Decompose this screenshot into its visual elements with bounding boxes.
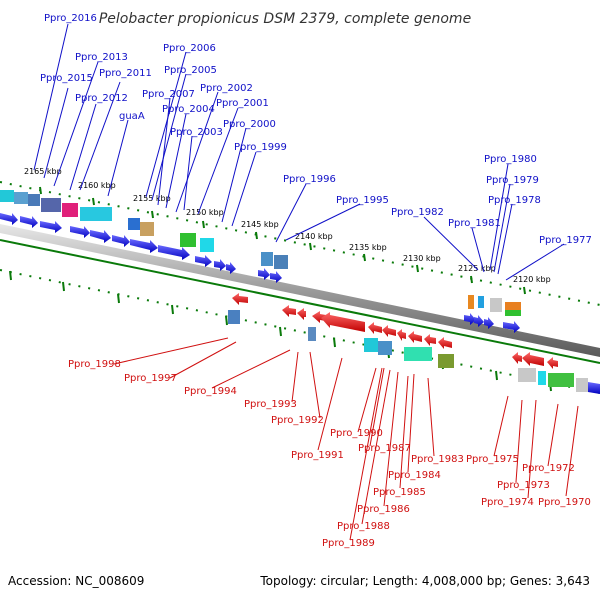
gene-label: Ppro_1978 <box>488 195 541 206</box>
gene-label: Ppro_2003 <box>170 127 223 138</box>
kbp-label: 2145 kbp <box>241 220 279 229</box>
kbp-label: 2140 kbp <box>295 232 333 241</box>
gene-label: guaA <box>119 111 145 122</box>
gene-label: Ppro_1977 <box>539 235 592 246</box>
kbp-label: 2155 kbp <box>133 194 171 203</box>
reverse-genes <box>232 293 558 369</box>
forward-genes <box>0 213 600 394</box>
annotation-boxes-lower <box>228 310 588 392</box>
gene-label: Ppro_2004 <box>162 104 215 115</box>
gene-label: Ppro_1983 <box>411 454 464 465</box>
gene-label: Ppro_2011 <box>99 68 152 79</box>
gene-label: Ppro_1991 <box>291 450 344 461</box>
gene-label: Ppro_2015 <box>40 73 93 84</box>
gene-label: Ppro_1992 <box>271 415 324 426</box>
gene-label: Ppro_2002 <box>200 83 253 94</box>
gene-label: Ppro_1973 <box>497 480 550 491</box>
accession-text: Accession: NC_008609 <box>8 574 144 588</box>
gene-label: Ppro_1994 <box>184 386 237 397</box>
gene-label: Ppro_2007 <box>142 89 195 100</box>
top-gene-labels: Ppro_2016 Ppro_2013 Ppro_2015 Ppro_2011 … <box>40 13 592 246</box>
gene-label: Ppro_2016 <box>44 13 97 24</box>
gene-label: Ppro_2001 <box>216 98 269 109</box>
bottom-leader-lines <box>113 337 579 541</box>
top-leader-lines <box>33 23 565 281</box>
kbp-label: 2150 kbp <box>186 208 224 217</box>
gene-label: Ppro_1996 <box>283 174 336 185</box>
kbp-label: 2160 kbp <box>78 181 116 190</box>
gene-label: Ppro_1987 <box>358 443 411 454</box>
gene-label: Ppro_1979 <box>486 175 539 186</box>
kbp-label: 2120 kbp <box>513 275 551 284</box>
gene-label: Ppro_1972 <box>522 463 575 474</box>
gene-label: Ppro_1990 <box>330 428 383 439</box>
page-title: Pelobacter propionicus DSM 2379, complet… <box>99 11 471 27</box>
gene-label: Ppro_1997 <box>124 373 177 384</box>
gene-label: Ppro_1999 <box>234 142 287 153</box>
gene-label: Ppro_1974 <box>481 497 534 508</box>
gene-label: Ppro_1980 <box>484 154 537 165</box>
topology-text: Topology: circular; Length: 4,008,000 bp… <box>259 574 590 588</box>
gene-label: Ppro_1970 <box>538 497 591 508</box>
gene-label: Ppro_1975 <box>466 454 519 465</box>
upper-dotted-track <box>0 181 600 364</box>
gene-label: Ppro_1988 <box>337 521 390 532</box>
gene-label: Ppro_2012 <box>75 93 128 104</box>
gene-label: Ppro_1982 <box>391 207 444 218</box>
gene-label: Ppro_1989 <box>322 538 375 549</box>
genome-backbone <box>0 224 600 357</box>
gene-label: Ppro_2013 <box>75 52 128 63</box>
gene-label: Ppro_2000 <box>223 119 276 130</box>
gene-label: Ppro_1998 <box>68 359 121 370</box>
gene-label: Ppro_1993 <box>244 399 297 410</box>
annotation-boxes-upper <box>0 190 521 316</box>
gene-label: Ppro_1981 <box>448 218 501 229</box>
gene-label: Ppro_1986 <box>357 504 410 515</box>
kbp-label: 2135 kbp <box>349 243 387 252</box>
kbp-label: 2130 kbp <box>403 254 441 263</box>
gene-label: Ppro_2006 <box>163 43 216 54</box>
gene-label: Ppro_1985 <box>373 487 426 498</box>
gene-label: Ppro_1984 <box>388 470 441 481</box>
gene-label: Ppro_2005 <box>164 65 217 76</box>
kbp-label: 2165 kbp <box>24 167 62 176</box>
lower-dotted-track <box>0 269 600 394</box>
gene-label: Ppro_1995 <box>336 195 389 206</box>
bottom-gene-labels: Ppro_1998 Ppro_1997 Ppro_1994 Ppro_1993 … <box>68 359 591 549</box>
